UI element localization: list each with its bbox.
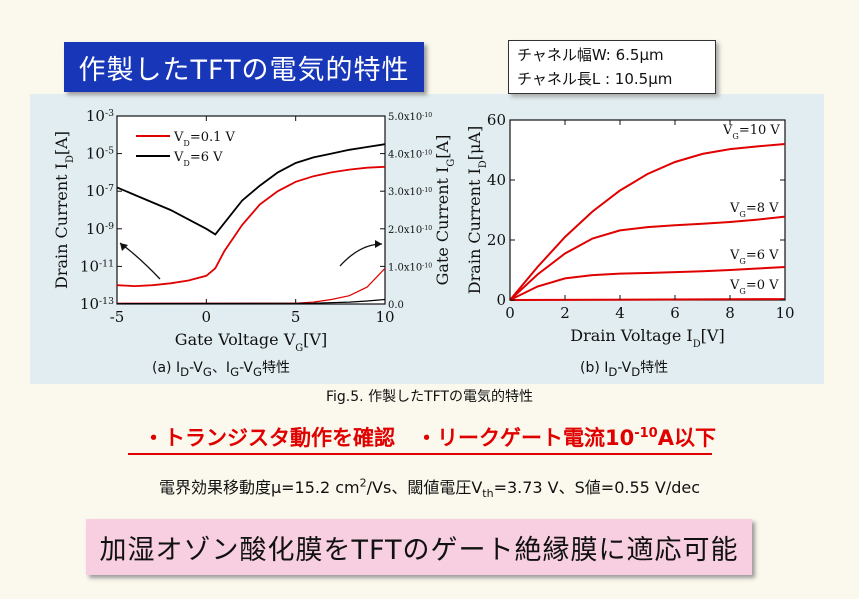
slide-title: 作製したTFTの電気的特性	[64, 42, 424, 92]
y-tick-label-a-right: 3.0x10-10	[388, 187, 432, 199]
x-tick-label-a: -5	[110, 308, 125, 326]
chart-id-vg: -5 0 5 10 10-3 10-5 10-7 10-9 10-11 10-13 0.0 1.0x1…	[52, 107, 457, 354]
y-tick-label-a-left: 10-3	[86, 107, 114, 125]
x-tick-label-b: 4	[615, 304, 625, 322]
series-label-b-2: VG=6 V	[729, 248, 779, 266]
arrow-head-left	[120, 243, 128, 251]
id-vd-series-3	[509, 298, 786, 301]
y-tick-label-a-right: 0.0	[388, 300, 404, 311]
y-tick-label-a-right: 5.0x10-10	[388, 112, 432, 124]
series-label-b-3: VG=0 V	[729, 278, 779, 296]
conclusion-box: 加湿オゾン酸化膜をTFTのゲート絶縁膜に適応可能	[86, 519, 752, 575]
channel-width: チャネル幅W: 6.5μm	[517, 46, 664, 64]
y-tick-label-a-right: 4.0x10-10	[388, 149, 432, 161]
legend-label-a-0: VD=0.1 V	[173, 130, 236, 148]
y-tick-label-b: 0	[496, 291, 506, 309]
series-label-b-1: VG=8 V	[729, 201, 779, 219]
x-tick-label-a: 10	[375, 308, 394, 326]
x-tick-label-b: 6	[670, 304, 680, 322]
y-tick-label-b: 40	[487, 171, 506, 189]
channel-params-box: チャネル幅W: 6.5μm チャネル長L : 10.5μm	[508, 40, 716, 94]
y-tick-label-a-left: 10-9	[86, 220, 114, 238]
id-vg-series-0	[116, 165, 386, 288]
highlight-text: ・トランジスタ動作を確認 ・リークゲート電流10-10A以下	[143, 426, 716, 450]
x-tick-label-b: 0	[505, 304, 515, 322]
y-axis-label-b: Drain Current ID[μA]	[468, 126, 489, 294]
ig-vg-series-1	[116, 298, 386, 305]
channel-length: チャネル長L : 10.5μm	[517, 70, 673, 88]
plot-area-a	[116, 115, 386, 305]
y-axis-label-a-left: Drain Current ID[A]	[52, 131, 76, 289]
figure-caption: Fig.5. 作製したTFTの電気的特性	[326, 389, 533, 405]
series-label-b-0: VG=10 V	[722, 123, 780, 141]
mobility-text: 電界効果移動度μ=15.2 cm2/Vs、閾値電圧Vth=3.73 V、S値=0…	[158, 476, 701, 501]
x-tick-label-b: 10	[775, 304, 794, 322]
id-vd-series-0	[509, 143, 786, 301]
y-tick-label-b: 60	[487, 111, 506, 129]
y-tick-label-a-right: 2.0x10-10	[388, 224, 432, 236]
y-tick-label-a-left: 10-7	[86, 182, 114, 200]
y-tick-label-b: 20	[487, 231, 506, 249]
chart-id-vd: VG=10 VVG=8 VVG=6 VVG=0 V0 2 4 6 8 100204060D…	[468, 111, 795, 350]
caption-a: (a) ID-VG、IG-VG特性	[152, 360, 290, 379]
y-tick-label-a-left: 10-13	[80, 295, 114, 313]
x-tick-label-b: 2	[560, 304, 570, 322]
y-axis-label-a-right: Gate Current IG[A]	[433, 135, 457, 286]
x-tick-label-a: 0	[202, 308, 212, 326]
y-tick-label-a-left: 10-11	[80, 257, 114, 275]
caption-b: (b) ID-VD特性	[580, 360, 669, 379]
id-vd-series-2	[509, 266, 786, 301]
x-tick-label-a: 5	[291, 308, 301, 326]
y-tick-label-a-right: 1.0x10-10	[388, 262, 432, 274]
arrow-head-right	[375, 240, 382, 248]
id-vd-series-1	[509, 215, 786, 301]
x-axis-label-a: Gate Voltage VG[V]	[175, 330, 327, 354]
x-tick-label-b: 8	[725, 304, 735, 322]
id-vg-series-1	[116, 143, 386, 236]
highlight-underline	[128, 453, 712, 455]
y-tick-label-a-left: 10-5	[86, 145, 114, 163]
x-axis-label-b: Drain Voltage ID[V]	[570, 326, 724, 350]
legend-label-a-1: VD=6 V	[173, 150, 223, 168]
